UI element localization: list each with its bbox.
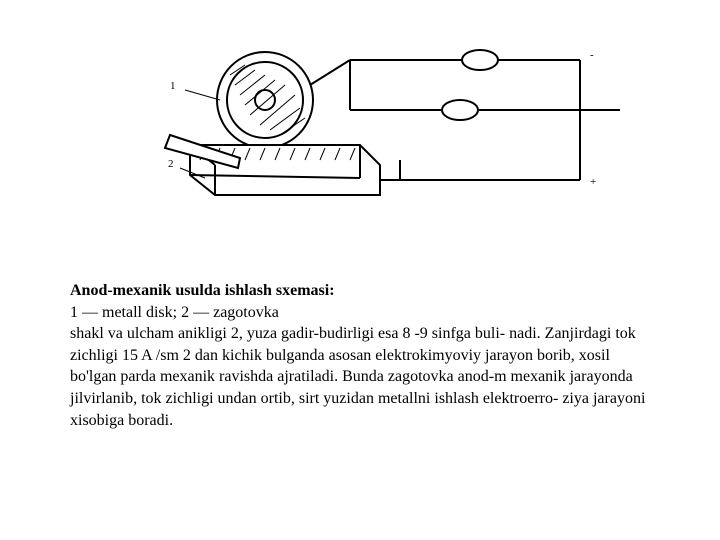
- svg-text:-: -: [590, 49, 594, 61]
- schematic-diagram: - +: [150, 30, 630, 230]
- diagram-label-1: 1: [170, 80, 176, 92]
- diagram-label-2: 2: [168, 158, 174, 170]
- svg-text:+: +: [590, 176, 596, 188]
- caption-text: Anod-mexanik usulda ishlash sxemasi: 1 —…: [70, 280, 660, 431]
- caption-legend: 1 — metall disk; 2 — zagotovka: [70, 304, 279, 321]
- caption-title: Anod-mexanik usulda ishlash sxemasi:: [70, 282, 335, 299]
- caption-body: shakl va ulcham anikligi 2, yuza gadir-b…: [70, 325, 645, 428]
